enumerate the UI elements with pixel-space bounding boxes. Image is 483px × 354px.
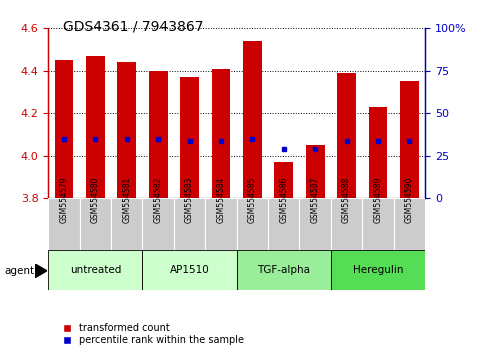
Bar — [48, 198, 80, 250]
Text: AP1510: AP1510 — [170, 265, 210, 275]
Bar — [142, 198, 174, 250]
Text: GSM554579: GSM554579 — [59, 176, 69, 223]
Text: TGF-alpha: TGF-alpha — [257, 265, 310, 275]
Bar — [306, 145, 325, 198]
Text: GSM554585: GSM554585 — [248, 177, 257, 223]
Bar — [86, 56, 105, 198]
Bar — [369, 107, 387, 198]
Bar — [237, 250, 331, 290]
Bar — [362, 198, 394, 250]
Bar — [149, 71, 168, 198]
Polygon shape — [35, 264, 47, 278]
Text: Heregulin: Heregulin — [353, 265, 403, 275]
Bar — [205, 198, 237, 250]
Bar — [174, 198, 205, 250]
Bar — [243, 41, 262, 198]
Text: GSM554583: GSM554583 — [185, 177, 194, 223]
Text: GSM554584: GSM554584 — [216, 177, 226, 223]
Bar — [212, 69, 230, 198]
Text: GSM554589: GSM554589 — [373, 177, 383, 223]
Bar — [111, 198, 142, 250]
Text: GSM554582: GSM554582 — [154, 177, 163, 223]
Text: untreated: untreated — [70, 265, 121, 275]
Text: GSM554586: GSM554586 — [279, 177, 288, 223]
Bar — [237, 198, 268, 250]
Bar — [331, 198, 362, 250]
Bar — [337, 73, 356, 198]
Bar — [274, 162, 293, 198]
Text: GSM554588: GSM554588 — [342, 177, 351, 223]
Text: GSM554580: GSM554580 — [91, 177, 100, 223]
Bar — [400, 81, 419, 198]
Bar — [180, 77, 199, 198]
Bar — [48, 250, 142, 290]
Bar — [268, 198, 299, 250]
Legend: transformed count, percentile rank within the sample: transformed count, percentile rank withi… — [53, 319, 248, 349]
Bar — [299, 198, 331, 250]
Bar — [80, 198, 111, 250]
Bar — [117, 62, 136, 198]
Text: agent: agent — [5, 266, 35, 276]
Text: GSM554590: GSM554590 — [405, 176, 414, 223]
Bar — [331, 250, 425, 290]
Text: GSM554581: GSM554581 — [122, 177, 131, 223]
Bar — [142, 250, 237, 290]
Bar — [55, 60, 73, 198]
Text: GDS4361 / 7943867: GDS4361 / 7943867 — [63, 19, 203, 34]
Bar — [394, 198, 425, 250]
Text: GSM554587: GSM554587 — [311, 177, 320, 223]
